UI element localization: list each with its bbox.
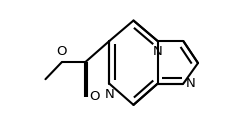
Text: N: N <box>104 88 114 101</box>
Text: O: O <box>56 45 67 58</box>
Text: O: O <box>89 90 100 103</box>
Text: N: N <box>153 45 163 58</box>
Text: N: N <box>186 77 195 90</box>
